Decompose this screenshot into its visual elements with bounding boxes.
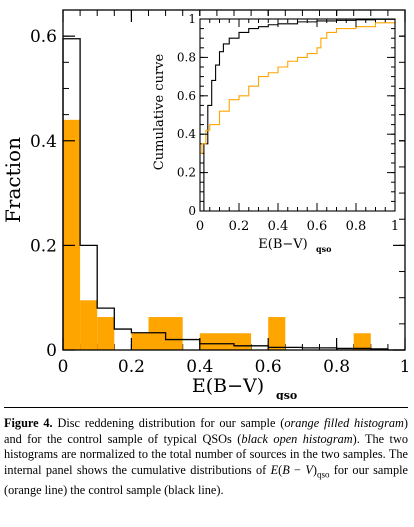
inset-x-tick-label: 0.6 xyxy=(307,219,328,234)
inset-y-tick-label: 0.4 xyxy=(177,127,196,141)
inset-y-tick-label: 0.8 xyxy=(177,50,196,64)
inset-y-tick-label: 0.6 xyxy=(177,89,196,103)
orange-histogram-bar xyxy=(199,333,252,350)
x-tick-label: 0.4 xyxy=(186,357,213,377)
inset-x-axis-label-subscript: qso xyxy=(316,244,332,254)
inset-y-tick-label: 0 xyxy=(188,204,196,218)
x-tick-label: 0.6 xyxy=(255,357,282,377)
orange-cumulative-line xyxy=(200,19,396,154)
figure-caption: Figure 4. Disc reddening distribution fo… xyxy=(4,416,408,498)
inset-x-tick-label: 0.8 xyxy=(346,219,367,234)
inset-x-tick-label: 0 xyxy=(196,219,204,234)
caption-text: Disc reddening distribution for our samp… xyxy=(4,416,409,497)
orange-histogram-bar xyxy=(80,300,98,350)
x-axis-label: E(B−V) xyxy=(192,375,264,397)
y-tick-label: 0 xyxy=(46,341,57,361)
inset-y-axis-label: Cumulative curve xyxy=(152,54,167,171)
caption-rule xyxy=(4,407,408,408)
orange-histogram-bar xyxy=(97,317,115,350)
y-tick-label: 0.4 xyxy=(30,132,57,152)
inset-background xyxy=(197,16,399,216)
x-tick-label: 0 xyxy=(58,357,69,377)
x-tick-label: 0.2 xyxy=(118,357,145,377)
inset-x-tick-label: 1 xyxy=(391,219,399,234)
x-axis-label-subscript: qso xyxy=(276,389,297,400)
inset-x-axis-label: E(B−V) xyxy=(258,237,307,252)
inset-x-tick-label: 0.4 xyxy=(268,219,289,234)
orange-histogram-bar xyxy=(268,317,286,350)
figure: 0 0.2 0.4 0.6 0.8 100.20.40.6E(B−V) qsoFractio… xyxy=(1,9,411,400)
y-tick-label: 0.2 xyxy=(30,236,57,256)
inset-y-tick-label: 0.2 xyxy=(177,166,196,180)
orange-histogram-bar xyxy=(63,119,81,350)
inset-x-tick-label: 0.2 xyxy=(229,219,250,234)
y-tick-label: 0.6 xyxy=(30,27,57,47)
x-tick-label: 0.8 xyxy=(323,357,350,377)
caption-label: Figure 4. xyxy=(4,416,53,430)
inset-cumulative-plot: 00 0.2 0.2 0.4 0.4 0.6 0.6 0.8 0.8 1 1 E(B−V) qso Cum… xyxy=(152,12,399,254)
main-histogram-plot: 0 0.2 0.4 0.6 0.8 100.20.40.6E(B−V) qsoFractio… xyxy=(1,9,411,400)
orange-histogram-bar xyxy=(131,333,149,350)
main-plot-frame xyxy=(62,9,406,351)
inset-plot-frame xyxy=(199,18,396,212)
x-tick-label: 1 xyxy=(400,357,411,377)
orange-histogram-bar xyxy=(353,333,371,350)
y-axis-label: Fraction xyxy=(1,137,25,223)
inset-y-tick-label: 1 xyxy=(188,12,196,26)
black-cumulative-line xyxy=(200,18,396,212)
